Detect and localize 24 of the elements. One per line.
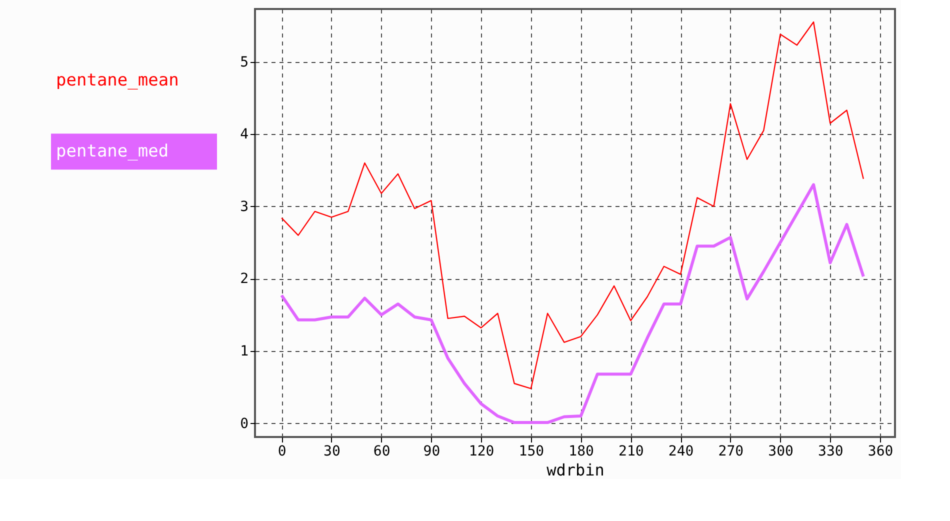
x-tick-label: 180: [568, 444, 594, 460]
x-axis-title: wdrbin: [546, 460, 604, 480]
text: pentane_med: [56, 142, 169, 162]
text: pentane_mean: [56, 70, 179, 90]
y-tick-label: 3: [240, 198, 248, 215]
y-tick-label: 4: [240, 126, 248, 143]
x-tick-label: 300: [768, 444, 794, 460]
x-tick-label: 270: [718, 444, 744, 460]
y-tick-label: 1: [240, 343, 248, 360]
x-tick-label: 90: [423, 444, 440, 460]
x-tick-label: 330: [818, 444, 844, 460]
x-tick-label: 120: [468, 444, 494, 460]
line-series: [280, 21, 864, 390]
x-tick-label: 150: [518, 444, 544, 460]
y-tick-label: 0: [240, 416, 248, 432]
y-tick-label: 5: [240, 54, 248, 70]
y-tick-label: 2: [240, 271, 248, 288]
x-tick-label: 60: [373, 444, 390, 460]
x-tick-label: 0: [278, 444, 286, 460]
x-tick-label: 210: [618, 444, 644, 460]
line-series: [280, 183, 865, 424]
x-tick-label: 30: [324, 444, 340, 460]
x-tick-label: 240: [668, 444, 694, 460]
x-tick-label: 360: [868, 444, 894, 460]
